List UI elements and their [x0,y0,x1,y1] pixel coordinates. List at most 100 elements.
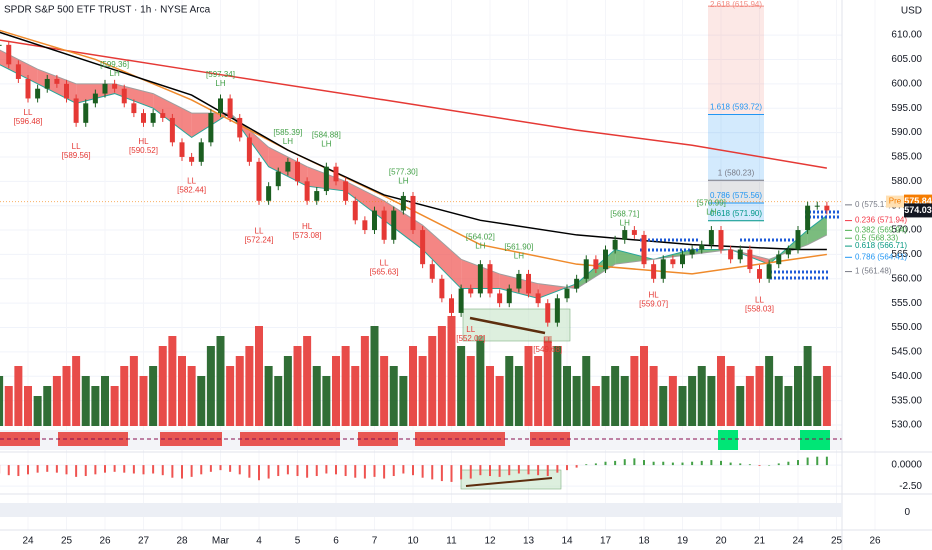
osc-bar [787,461,790,466]
candle [766,264,772,279]
volume-bar [43,386,52,426]
x-tick-label: 17 [600,536,612,547]
volume-bar [245,346,254,426]
osc-bar [633,458,636,466]
y-tick-label: 545.00 [891,347,922,358]
volume-bar [611,366,620,426]
volume-bar [707,376,716,426]
volume-bar [101,376,109,426]
x-tick-label: 27 [138,536,150,547]
y-tick-label: 590.00 [891,127,922,138]
swing-value: [561.90] [504,243,533,252]
osc-bar [797,460,799,466]
osc-bar [662,461,665,466]
x-tick-label: 26 [99,536,111,547]
osc-bar [777,463,780,466]
candle [477,264,483,294]
x-tick-label: 21 [754,536,766,547]
candle [83,103,89,123]
osc-bar [460,465,463,480]
candle [680,254,685,265]
volume-bar [4,386,13,426]
candle [785,249,791,255]
osc-bar [65,465,68,475]
swing-kind: LH [321,140,331,149]
volume-bar [110,386,119,426]
osc-bar [373,465,376,477]
swing-kind: LL [755,296,764,305]
volume-bar [717,356,725,426]
osc-bar [691,461,694,466]
volume-bar [235,356,244,426]
volume-bar [784,386,793,426]
candle [603,249,608,270]
osc-bar [652,461,655,466]
osc-bar [84,465,87,477]
candle [497,293,503,304]
osc-bar [344,465,347,477]
volume-bar [466,356,475,426]
osc-bar [566,465,568,471]
osc-bar [7,465,10,476]
candle [141,113,146,123]
volume-bar [341,346,350,426]
osc-bar [315,465,318,477]
candle [776,254,782,265]
y-tick-label: 535.00 [891,395,922,406]
candle [641,234,647,265]
volume-bar [736,386,745,426]
x-tick-label: 19 [677,536,689,547]
fib-label: 1.618 (593.72) [710,103,762,112]
volume-bar [351,366,360,426]
swing-kind: LH [283,137,293,146]
candle [227,98,233,118]
volume-bar [409,346,417,426]
volume-bar [303,336,312,426]
volume-bar [72,356,81,426]
osc-bar [825,456,828,466]
volume-bar [322,376,331,426]
x-tick-label: 28 [176,536,188,547]
volume-bar [81,376,90,426]
osc-bar [219,465,222,471]
volume-bar [62,366,71,426]
candle [699,244,705,250]
osc-bar [104,465,106,473]
candle [275,171,281,187]
candle [718,230,724,250]
candle [737,249,743,260]
candle [150,113,156,123]
volume-bar [380,356,389,426]
y-tick-label: 565.00 [891,249,922,260]
volume-bar [659,386,668,426]
swing-value: [552.02] [456,334,485,343]
osc-bar [402,465,405,474]
osc-bar [498,465,501,477]
volume-bar [813,376,822,426]
candle [506,288,512,304]
candle [112,83,118,89]
volume-bar [255,326,263,426]
volume-bar [52,376,61,426]
candle [64,83,69,99]
y-tick-label: 530.00 [891,420,922,431]
osc-bar [450,465,453,482]
volume-bar [630,356,639,426]
swing-value: [559.07] [639,299,668,308]
x-tick-label: 13 [523,536,535,547]
candle [651,264,657,279]
volume-bar [0,376,4,426]
volume-bar [649,366,658,426]
candle [73,98,79,123]
volume-bar [765,356,774,426]
candle [708,230,714,245]
divergence-line [469,316,546,335]
candle [449,298,454,313]
osc-bar [171,465,174,478]
osc-bar [537,465,540,476]
osc-bar [440,465,443,482]
candle [574,278,580,289]
osc-bar [671,462,674,466]
osc-bar [594,463,597,466]
